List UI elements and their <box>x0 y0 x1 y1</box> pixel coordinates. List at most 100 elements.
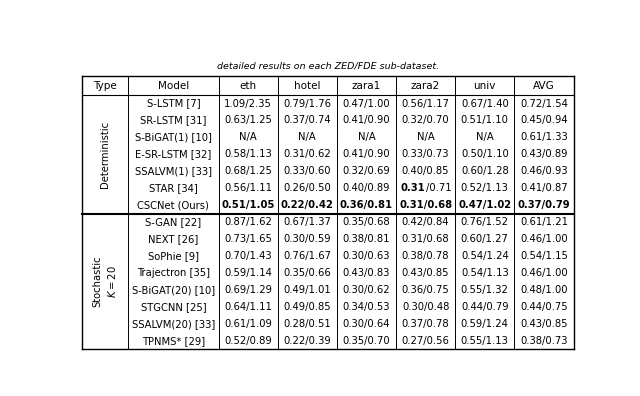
Text: SR-LSTM [31]: SR-LSTM [31] <box>140 116 207 126</box>
Text: 0.55/1.13: 0.55/1.13 <box>461 336 509 346</box>
Text: 0.30/0.63: 0.30/0.63 <box>342 251 390 261</box>
Text: 0.64/1.11: 0.64/1.11 <box>224 302 272 312</box>
Text: 0.46/1.00: 0.46/1.00 <box>520 268 568 278</box>
Text: 0.35/0.70: 0.35/0.70 <box>342 336 390 346</box>
Text: Model: Model <box>157 81 189 91</box>
Text: 0.43/0.83: 0.43/0.83 <box>343 268 390 278</box>
Text: 0.28/0.51: 0.28/0.51 <box>284 319 331 329</box>
Text: 0.43/0.85: 0.43/0.85 <box>520 319 568 329</box>
Text: 0.31: 0.31 <box>401 183 426 193</box>
Text: AVG: AVG <box>533 81 555 91</box>
Text: Type: Type <box>93 81 117 91</box>
Text: hotel: hotel <box>294 81 321 91</box>
Text: 0.46/1.00: 0.46/1.00 <box>520 234 568 244</box>
Text: E-SR-LSTM [32]: E-SR-LSTM [32] <box>135 149 211 160</box>
Text: 0.60/1.28: 0.60/1.28 <box>461 166 509 176</box>
Text: 0.38/0.81: 0.38/0.81 <box>342 234 390 244</box>
Text: 0.41/0.90: 0.41/0.90 <box>342 116 390 126</box>
Text: STAR [34]: STAR [34] <box>149 183 198 193</box>
Text: S-BiGAT(1) [10]: S-BiGAT(1) [10] <box>135 132 212 143</box>
Text: 0.44/0.75: 0.44/0.75 <box>520 302 568 312</box>
Text: 0.22/0.42: 0.22/0.42 <box>281 200 333 210</box>
Text: 0.30/0.48: 0.30/0.48 <box>402 302 449 312</box>
Text: 0.63/1.25: 0.63/1.25 <box>224 116 272 126</box>
Text: 0.33/0.60: 0.33/0.60 <box>284 166 331 176</box>
Text: 0.52/0.89: 0.52/0.89 <box>224 336 272 346</box>
Text: 0.54/1.24: 0.54/1.24 <box>461 251 509 261</box>
Text: 0.41/0.90: 0.41/0.90 <box>342 149 390 160</box>
Text: 0.33/0.73: 0.33/0.73 <box>402 149 449 160</box>
Text: TPNMS* [29]: TPNMS* [29] <box>142 336 205 346</box>
Text: N/A: N/A <box>476 132 493 143</box>
Text: N/A: N/A <box>358 132 375 143</box>
Text: 0.32/0.70: 0.32/0.70 <box>402 116 449 126</box>
Text: 0.31/0.62: 0.31/0.62 <box>284 149 331 160</box>
Text: 0.30/0.59: 0.30/0.59 <box>284 234 331 244</box>
Text: 0.34/0.53: 0.34/0.53 <box>342 302 390 312</box>
Text: 0.37/0.79: 0.37/0.79 <box>518 200 570 210</box>
Text: 0.54/1.15: 0.54/1.15 <box>520 251 568 261</box>
Text: 0.59/1.24: 0.59/1.24 <box>461 319 509 329</box>
Text: 0.52/1.13: 0.52/1.13 <box>461 183 509 193</box>
Text: 0.42/0.84: 0.42/0.84 <box>402 217 449 227</box>
Text: 0.38/0.73: 0.38/0.73 <box>520 336 568 346</box>
Text: 0.31/0.68: 0.31/0.68 <box>399 200 452 210</box>
Text: detailed results on each ZED/FDE sub-dataset.: detailed results on each ZED/FDE sub-dat… <box>217 62 439 71</box>
Text: 0.79/1.76: 0.79/1.76 <box>284 99 332 109</box>
Text: 0.30/0.64: 0.30/0.64 <box>342 319 390 329</box>
Text: SSALVM(20) [33]: SSALVM(20) [33] <box>132 319 215 329</box>
Text: 0.73/1.65: 0.73/1.65 <box>224 234 272 244</box>
Text: N/A: N/A <box>298 132 316 143</box>
Text: Stochastic
$K = 20$: Stochastic $K = 20$ <box>92 256 118 307</box>
Text: 0.40/0.89: 0.40/0.89 <box>342 183 390 193</box>
Text: 0.26/0.50: 0.26/0.50 <box>284 183 331 193</box>
Text: 0.31/0.68: 0.31/0.68 <box>402 234 449 244</box>
Text: 0.76/1.52: 0.76/1.52 <box>461 217 509 227</box>
Text: 0.68/1.25: 0.68/1.25 <box>224 166 272 176</box>
Text: 0.70/1.43: 0.70/1.43 <box>224 251 272 261</box>
Text: /0.71: /0.71 <box>426 183 451 193</box>
Text: 0.61/1.09: 0.61/1.09 <box>224 319 272 329</box>
Text: 0.61/1.33: 0.61/1.33 <box>520 132 568 143</box>
Text: 0.51/1.10: 0.51/1.10 <box>461 116 509 126</box>
Text: 0.87/1.62: 0.87/1.62 <box>224 217 272 227</box>
Text: 0.54/1.13: 0.54/1.13 <box>461 268 509 278</box>
Text: 0.76/1.67: 0.76/1.67 <box>284 251 332 261</box>
Text: zara1: zara1 <box>352 81 381 91</box>
Text: 0.72/1.54: 0.72/1.54 <box>520 99 568 109</box>
Text: N/A: N/A <box>239 132 257 143</box>
Text: univ: univ <box>474 81 496 91</box>
Text: SSALVM(1) [33]: SSALVM(1) [33] <box>135 166 212 176</box>
Text: 0.36/0.75: 0.36/0.75 <box>402 285 449 295</box>
Text: 0.61/1.21: 0.61/1.21 <box>520 217 568 227</box>
Text: 0.47/1.00: 0.47/1.00 <box>342 99 390 109</box>
Text: 0.36/0.81: 0.36/0.81 <box>340 200 393 210</box>
Text: 0.67/1.37: 0.67/1.37 <box>284 217 331 227</box>
Text: 0.50/1.10: 0.50/1.10 <box>461 149 509 160</box>
Text: S-BiGAT(20) [10]: S-BiGAT(20) [10] <box>132 285 215 295</box>
Text: 0.58/1.13: 0.58/1.13 <box>224 149 272 160</box>
Text: CSCNet (Ours): CSCNet (Ours) <box>138 200 209 210</box>
Text: 0.40/0.85: 0.40/0.85 <box>402 166 449 176</box>
Text: 0.30/0.62: 0.30/0.62 <box>342 285 390 295</box>
Text: STGCNN [25]: STGCNN [25] <box>141 302 206 312</box>
Text: 0.51/1.05: 0.51/1.05 <box>221 200 275 210</box>
Text: SoPhie [9]: SoPhie [9] <box>148 251 199 261</box>
Text: 0.22/0.39: 0.22/0.39 <box>284 336 331 346</box>
Text: 0.35/0.68: 0.35/0.68 <box>342 217 390 227</box>
Text: S-LSTM [7]: S-LSTM [7] <box>147 99 200 109</box>
Text: 0.43/0.85: 0.43/0.85 <box>402 268 449 278</box>
Text: 0.67/1.40: 0.67/1.40 <box>461 99 509 109</box>
Text: 0.38/0.78: 0.38/0.78 <box>402 251 449 261</box>
Text: 0.56/1.11: 0.56/1.11 <box>224 183 272 193</box>
Text: 0.49/0.85: 0.49/0.85 <box>284 302 331 312</box>
Text: Trajectron [35]: Trajectron [35] <box>137 268 210 278</box>
Text: 1.09/2.35: 1.09/2.35 <box>224 99 272 109</box>
Text: 0.44/0.79: 0.44/0.79 <box>461 302 509 312</box>
Text: 0.56/1.17: 0.56/1.17 <box>401 99 449 109</box>
Text: 0.35/0.66: 0.35/0.66 <box>284 268 331 278</box>
Text: 0.43/0.89: 0.43/0.89 <box>520 149 568 160</box>
Text: 0.37/0.74: 0.37/0.74 <box>284 116 331 126</box>
Text: eth: eth <box>239 81 257 91</box>
Text: 0.55/1.32: 0.55/1.32 <box>461 285 509 295</box>
